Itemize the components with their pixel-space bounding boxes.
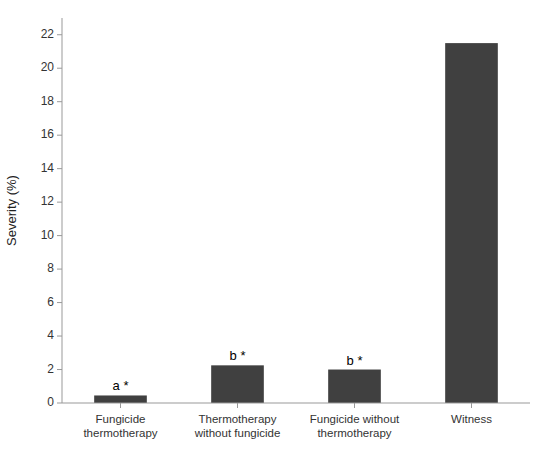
y-tick-label: 16: [41, 127, 55, 141]
x-tick-label: Fungicide withoutthermotherapy: [310, 413, 400, 439]
y-tick-label: 22: [41, 27, 55, 41]
y-tick: [57, 101, 62, 102]
chart: 0 2 4 6 8 10 12 14 16 18 20 22 Severity (%) a * b * b *…: [0, 0, 544, 461]
chart-container: 0 2 4 6 8 10 12 14 16 18 20 22 Severity (%) a * b * b *…: [0, 0, 544, 461]
bar: [328, 370, 381, 403]
x-tick: [120, 403, 121, 408]
y-tick: [57, 369, 62, 370]
bars: [94, 43, 498, 403]
y-axis-line: [62, 18, 63, 403]
y-tick: [57, 403, 62, 404]
bar: [445, 43, 498, 403]
y-tick: [57, 68, 62, 69]
y-tick-label: 10: [41, 228, 55, 242]
annotation: b *: [347, 353, 363, 368]
y-tick: [57, 269, 62, 270]
y-tick: [57, 135, 62, 136]
annotation: a *: [113, 378, 129, 393]
y-tick-label: 14: [41, 161, 55, 175]
x-axis-line: [62, 403, 530, 404]
y-tick: [57, 168, 62, 169]
y-tick-label: 20: [41, 60, 55, 74]
x-tick-label: Witness: [451, 413, 492, 425]
y-tick: [57, 235, 62, 236]
y-tick: [57, 34, 62, 35]
y-tick-label: 12: [41, 194, 55, 208]
annotation: b *: [230, 348, 246, 363]
bar: [94, 395, 147, 403]
x-tick-label: Thermotherapywithout fungicide: [194, 413, 281, 439]
y-axis-label: Severity (%): [4, 175, 19, 246]
y-tick-label: 0: [47, 395, 54, 409]
y-tick-label: 8: [47, 261, 54, 275]
y-tick-label: 4: [47, 328, 54, 342]
bar: [211, 365, 264, 403]
y-tick: [57, 302, 62, 303]
x-tick: [354, 403, 355, 408]
x-tick-label: Fungicidethermotherapy: [83, 413, 157, 439]
y-tick: [57, 336, 62, 337]
y-tick: [57, 202, 62, 203]
x-tick: [237, 403, 238, 408]
x-tick: [471, 403, 472, 408]
y-tick-label: 18: [41, 94, 55, 108]
y-tick-label: 6: [47, 295, 54, 309]
y-tick-label: 2: [47, 362, 54, 376]
